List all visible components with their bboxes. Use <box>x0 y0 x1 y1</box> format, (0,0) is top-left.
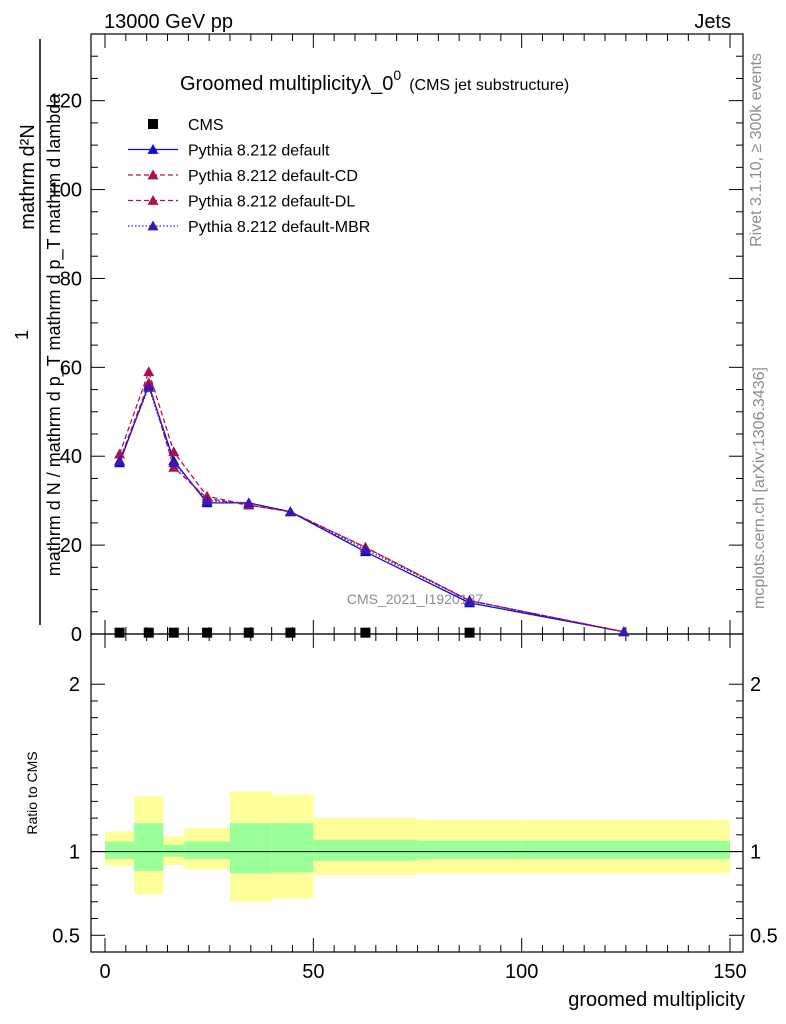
legend-marker-4 <box>147 220 159 231</box>
legend-marker-2 <box>147 169 159 180</box>
stat-uncertainty-band-6 <box>313 839 418 861</box>
plot-title-sup: 0 <box>393 67 401 83</box>
y-tick-label: 0 <box>71 624 82 646</box>
y-axis-label: 1 mathrm d²N mathrm d N / mathrm d p_T m… <box>12 39 65 625</box>
cms-data-point <box>143 627 154 638</box>
ratio-panel-frame <box>90 633 744 953</box>
energy-label: 13000 GeV pp <box>104 11 233 33</box>
stat-uncertainty-band-0 <box>105 841 135 860</box>
data-series <box>114 366 630 638</box>
ratio-tick-label-right: 1 <box>750 842 761 864</box>
series-1-point <box>168 446 180 457</box>
cms-data-point <box>114 627 125 638</box>
ratio-tick-label-left: 0.5 <box>52 925 80 947</box>
y-tick-label: 80 <box>60 268 82 290</box>
legend-entry-label: Pythia 8.212 default-MBR <box>188 219 370 236</box>
plot-title: Groomed multiplicityλ_00 (CMS jet substru… <box>180 67 569 95</box>
ratio-tick-label-right: 2 <box>750 674 761 696</box>
series-3-point <box>201 495 213 506</box>
y-tick-label: 100 <box>49 180 82 202</box>
y-tick-label: 20 <box>60 535 82 557</box>
cms-data-point <box>464 627 475 638</box>
plot-title-paren: (CMS jet substructure) <box>409 77 569 94</box>
rivet-version-label: Rivet 3.1.10, ≥ 300k events <box>748 53 765 247</box>
series-1-point <box>143 366 155 377</box>
series-3-point <box>618 626 630 637</box>
cms-data-point <box>285 627 296 638</box>
stat-uncertainty-band-1 <box>134 823 164 871</box>
legend-marker-3 <box>147 195 159 205</box>
stat-uncertainty-band-7 <box>417 840 522 860</box>
series-3-point <box>143 381 155 392</box>
legend-entry-label: CMS <box>188 117 224 134</box>
stat-uncertainty-band-5 <box>271 823 314 873</box>
legend-entry-label: Pythia 8.212 default-CD <box>188 168 358 185</box>
legend-marker-cms <box>148 119 158 129</box>
legend-marker-1 <box>147 144 159 154</box>
series-3-point <box>114 455 126 466</box>
y-tick-label: 40 <box>60 446 82 468</box>
stat-uncertainty-band-8 <box>521 840 730 860</box>
y-tick-label: 120 <box>49 91 82 113</box>
plot-title-main: Groomed multiplicityλ_0 <box>180 73 393 95</box>
series-1-point <box>114 448 126 459</box>
x-tick-label: 0 <box>99 961 110 983</box>
legend-entry-label: Pythia 8.212 default-DL <box>188 194 355 211</box>
stat-uncertainty-band-4 <box>230 823 272 874</box>
series-3-point <box>168 457 180 468</box>
y-label-denominator: mathrm d N / mathrm d p_T mathrm d p_T m… <box>44 93 65 576</box>
x-tick-label: 100 <box>505 961 538 983</box>
ratio-tick-label-right: 0.5 <box>750 925 778 947</box>
x-tick-label: 150 <box>713 961 746 983</box>
mcplots-label: mcplots.cern.ch [arXiv:1306.3436] <box>751 367 768 609</box>
y-tick-label: 60 <box>60 357 82 379</box>
cms-data-point <box>168 627 179 638</box>
ratio-bands <box>105 791 730 902</box>
x-axis-label: groomed multiplicity <box>568 989 745 1011</box>
stat-uncertainty-band-2 <box>163 844 185 857</box>
series-3-point <box>284 506 296 517</box>
ratio-y-label: Ratio to CMS <box>24 751 40 834</box>
cms-data-point <box>243 627 254 638</box>
legend-entry-label: Pythia 8.212 default <box>188 143 330 160</box>
series-line-3 <box>118 385 624 633</box>
ratio-tick-label-left: 1 <box>69 842 80 864</box>
y-label-prefactor: 1 <box>12 330 32 340</box>
analysis-watermark: CMS_2021_I1920187 <box>347 591 483 607</box>
cms-data-point <box>360 627 371 638</box>
series-3-point <box>464 595 476 606</box>
ratio-tick-label-left: 2 <box>69 674 80 696</box>
y-label-numerator: mathrm d²N <box>17 124 39 230</box>
series-3-point <box>359 544 371 554</box>
series-line-1 <box>118 369 624 633</box>
legend: CMS Pythia 8.212 default Pythia 8.212 defa… <box>128 117 370 236</box>
x-tick-label: 50 <box>302 961 324 983</box>
series-3-point <box>243 497 255 508</box>
process-label: Jets <box>694 11 731 33</box>
stat-uncertainty-band-3 <box>184 841 230 860</box>
cms-data-point <box>202 627 213 638</box>
